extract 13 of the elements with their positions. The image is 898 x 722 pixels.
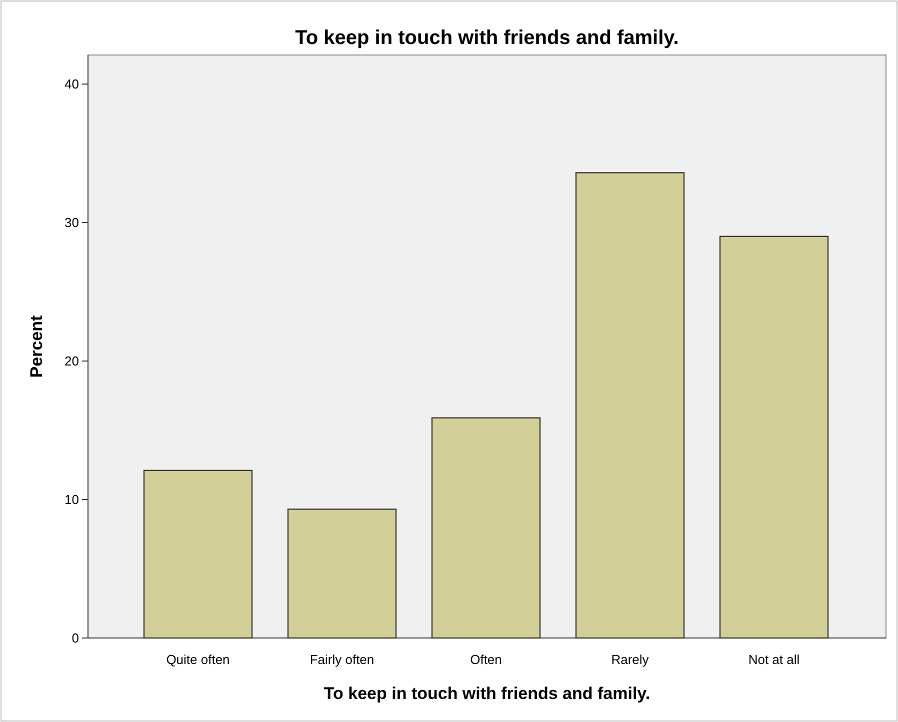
x-tick-label: Not at all xyxy=(748,652,800,667)
x-tick-label: Rarely xyxy=(611,652,650,667)
x-tick-label: Often xyxy=(470,652,502,667)
y-tick-label: 40 xyxy=(64,76,79,92)
y-tick-label: 10 xyxy=(64,492,79,508)
y-tick-label: 30 xyxy=(64,215,79,230)
x-tick-label: Quite often xyxy=(166,652,230,667)
chart-title: To keep in touch with friends and family. xyxy=(295,27,679,49)
y-tick-label: 0 xyxy=(72,630,79,646)
y-tick-label: 20 xyxy=(64,354,79,369)
x-tick-label: Fairly often xyxy=(310,652,374,667)
y-axis-title: Percent xyxy=(27,314,46,378)
x-axis-title: To keep in touch with friends and family. xyxy=(324,684,650,703)
